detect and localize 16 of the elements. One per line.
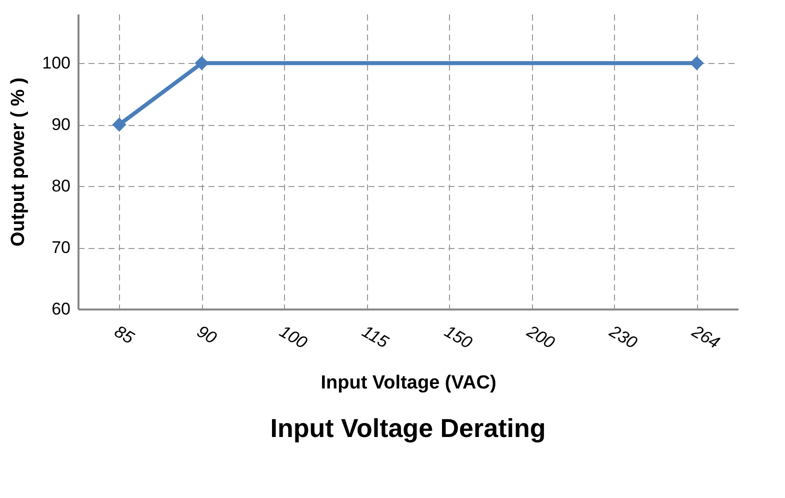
text: Input Voltage Derating [270,413,546,444]
y-tick-label: 70 [52,238,70,258]
y-tick-label: 100 [42,54,70,73]
x-tick-label: 115 [358,322,392,352]
x-tick-label: 90 [194,322,220,348]
x-tick-label: 264 [688,321,723,352]
x-tick-label: 200 [522,321,558,353]
x-axis-title: Input Voltage (VAC) [320,372,496,394]
x-tick-label: 100 [276,322,311,353]
x-tick-label: 230 [605,321,641,353]
y-tick-label: 90 [52,115,70,134]
y-tick-label: 60 [52,300,70,318]
x-tick-label: 150 [441,322,476,353]
y-axis-title: Output power ( % ) [8,78,30,246]
y-tick-label: 80 [52,176,70,196]
x-tick-label: 85 [111,322,138,348]
